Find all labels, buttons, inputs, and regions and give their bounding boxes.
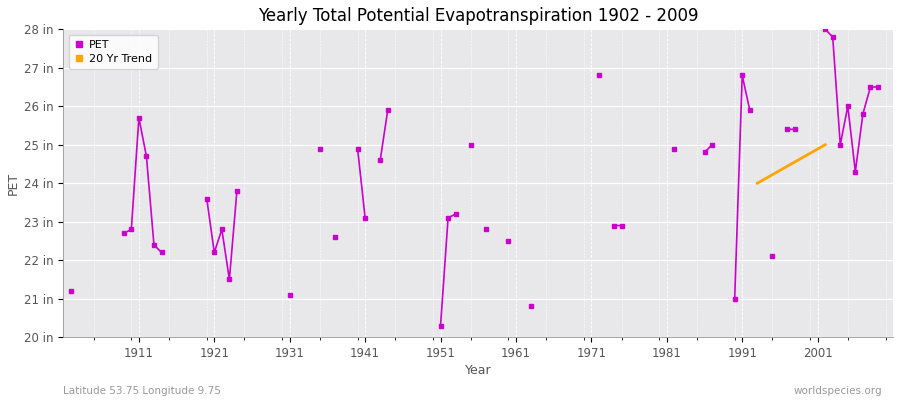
Title: Yearly Total Potential Evapotranspiration 1902 - 2009: Yearly Total Potential Evapotranspiratio…	[258, 7, 698, 25]
Y-axis label: PET: PET	[7, 172, 20, 195]
X-axis label: Year: Year	[465, 364, 491, 377]
Text: Latitude 53.75 Longitude 9.75: Latitude 53.75 Longitude 9.75	[63, 386, 220, 396]
Text: worldspecies.org: worldspecies.org	[794, 386, 882, 396]
Legend: PET, 20 Yr Trend: PET, 20 Yr Trend	[69, 35, 158, 69]
